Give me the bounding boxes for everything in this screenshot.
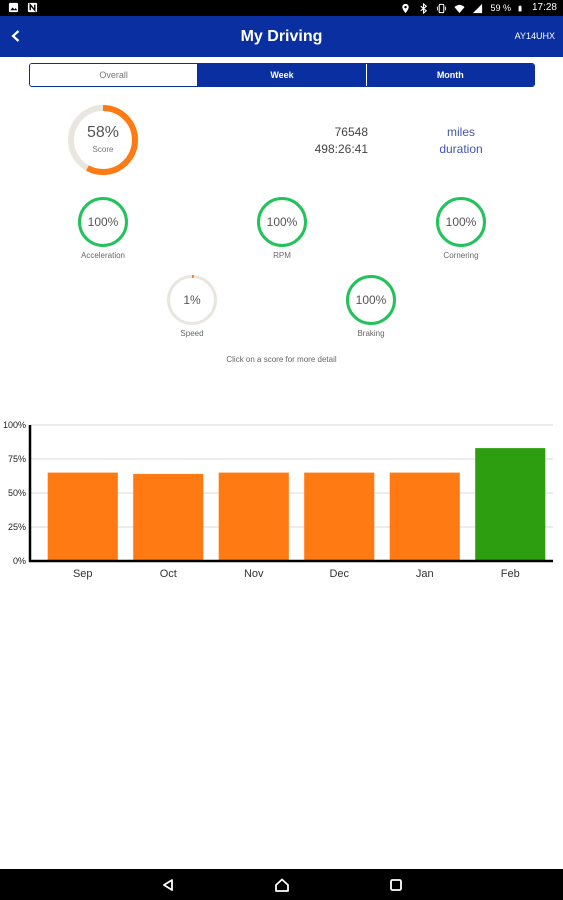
y-tick-label: 25%: [8, 522, 26, 532]
x-tick-label: Nov: [244, 568, 264, 580]
bar-dec[interactable]: [304, 472, 375, 561]
y-tick-label: 50%: [8, 488, 26, 498]
duration-value: 498:26:41: [314, 142, 368, 156]
ring-progress: [346, 275, 396, 325]
cornering-ring[interactable]: 100%: [436, 197, 486, 247]
braking-value: 100%: [355, 293, 387, 307]
bar-feb[interactable]: [475, 448, 546, 561]
ring-gauge: [436, 197, 486, 247]
tab-month[interactable]: Month: [366, 64, 534, 86]
x-tick-label: Sep: [73, 568, 93, 580]
miles-label: miles: [446, 125, 475, 139]
braking-ring[interactable]: 100%: [346, 275, 396, 325]
app-bar: My Driving AY14UHX: [0, 16, 563, 57]
x-tick-label: Dec: [329, 568, 349, 580]
rpm-ring[interactable]: 100%: [257, 197, 307, 247]
cornering-label: Cornering: [443, 251, 479, 260]
speed-value: 1%: [183, 293, 201, 307]
battery-percent: 59 %: [490, 3, 511, 13]
back-button[interactable]: [2, 22, 30, 50]
rpm-label: RPM: [273, 251, 291, 260]
ring-progress: [167, 275, 217, 325]
y-tick-label: 75%: [8, 454, 26, 464]
x-tick-label: Oct: [160, 568, 177, 580]
y-tick-label: 0%: [13, 556, 26, 566]
speed-ring[interactable]: 1%: [167, 275, 217, 325]
page-title: My Driving: [240, 28, 323, 45]
home-icon: [275, 878, 289, 892]
stat-values: 76548 498:26:41: [290, 124, 368, 158]
cornering-value: 100%: [445, 215, 477, 229]
vehicle-registration[interactable]: AY14UHX: [514, 31, 555, 41]
bar-jan[interactable]: [389, 472, 460, 561]
braking-label: Braking: [357, 329, 385, 338]
signal-icon: [473, 3, 483, 13]
wifi-icon: [454, 4, 465, 13]
vibrate-icon: [437, 3, 447, 13]
battery-icon: [518, 4, 522, 11]
acceleration-label: Acceleration: [80, 251, 126, 260]
score-value: 58%: [86, 124, 120, 141]
ring-gauge: [346, 275, 396, 325]
ring-gauge: [68, 105, 138, 175]
x-tick-label: Jan: [416, 568, 434, 580]
miles-value: 76548: [334, 125, 368, 139]
acceleration-value: 100%: [87, 215, 119, 229]
image-icon: [8, 2, 19, 13]
clock: 17:28: [531, 2, 557, 13]
bar-nov[interactable]: [218, 472, 289, 561]
ring-progress: [68, 105, 138, 175]
period-tabs: Overall Week Month: [29, 63, 535, 87]
navigation-bar: [0, 869, 563, 900]
ring-progress: [257, 197, 307, 247]
score-ring[interactable]: 58% Score: [68, 105, 138, 175]
ring-progress: [436, 197, 486, 247]
tab-overall[interactable]: Overall: [30, 64, 199, 86]
bluetooth-icon: [420, 2, 428, 14]
x-tick-label: Feb: [501, 568, 520, 580]
score-label: Score: [92, 145, 114, 154]
bar-oct[interactable]: [133, 473, 204, 561]
acceleration-ring[interactable]: 100%: [78, 197, 128, 247]
weekly-score-chart: 0% 25% 50% 75% 100% Sep Oct Nov Dec Jan Feb: [3, 420, 553, 580]
nav-back-button[interactable]: [159, 876, 177, 894]
ring-gauge: [167, 275, 217, 325]
tab-week[interactable]: Week: [198, 64, 367, 86]
nav-home-button[interactable]: [273, 876, 291, 894]
speed-label: Speed: [180, 329, 204, 338]
triangle-back-icon: [163, 879, 173, 891]
location-icon: [402, 3, 410, 13]
ring-gauge: [257, 197, 307, 247]
ring-gauge: [78, 197, 128, 247]
square-recents-icon: [390, 879, 402, 891]
rpm-value: 100%: [266, 215, 298, 229]
y-tick-label: 100%: [3, 420, 26, 430]
back-arrow-icon: [11, 30, 20, 42]
duration-label: duration: [439, 142, 483, 156]
bar-sep[interactable]: [47, 472, 118, 561]
n-icon: [27, 2, 38, 13]
ring-progress: [78, 197, 128, 247]
status-bar: 59 % 17:28: [0, 0, 563, 16]
hint-text: Click on a score for more detail: [226, 355, 337, 364]
stat-labels: miles duration: [425, 124, 497, 158]
nav-recents-button[interactable]: [387, 876, 405, 894]
